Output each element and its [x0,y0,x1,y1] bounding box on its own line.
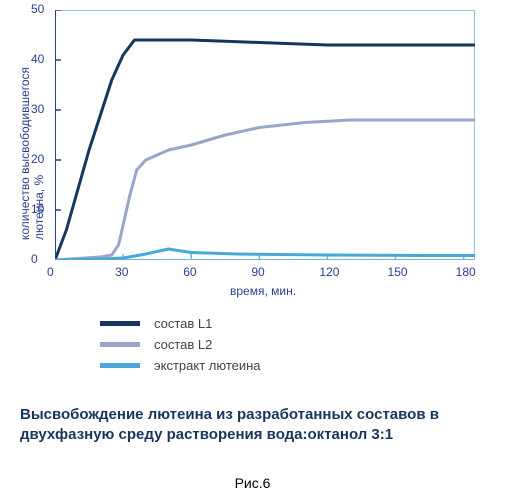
y-tick: 40 [31,52,44,66]
legend-swatch [100,321,140,326]
caption-text: Высвобождение лютеина из разработанных с… [20,406,439,443]
legend-label: экстракт лютеина [154,358,261,373]
x-tick: 30 [115,265,128,279]
legend-swatch [100,363,140,368]
x-tick: 90 [251,265,264,279]
legend-swatch [100,342,140,347]
y-tick: 30 [31,102,44,116]
y-tick: 20 [31,152,44,166]
figure-number: Рис.6 [0,475,505,491]
x-tick: 120 [319,265,339,279]
legend-item: экстракт лютеина [100,358,261,373]
caption: Высвобождение лютеина из разработанных с… [20,405,480,444]
legend: состав L1 состав L2 экстракт лютеина [100,310,261,379]
x-tick: 150 [388,265,408,279]
legend-item: состав L2 [100,337,261,352]
y-tick: 10 [31,202,44,216]
legend-item: состав L1 [100,316,261,331]
y-tick: 50 [31,2,44,16]
x-axis-label: время, мин. [230,284,296,298]
figure: количество высвободившегося лютеина, % в… [0,0,505,500]
y-tick: 0 [31,252,38,266]
x-tick: 60 [183,265,196,279]
chart-area [55,10,475,260]
legend-label: состав L1 [154,316,212,331]
x-tick: 180 [456,265,476,279]
line-chart [55,10,475,260]
legend-label: состав L2 [154,337,212,352]
x-tick: 0 [47,265,54,279]
